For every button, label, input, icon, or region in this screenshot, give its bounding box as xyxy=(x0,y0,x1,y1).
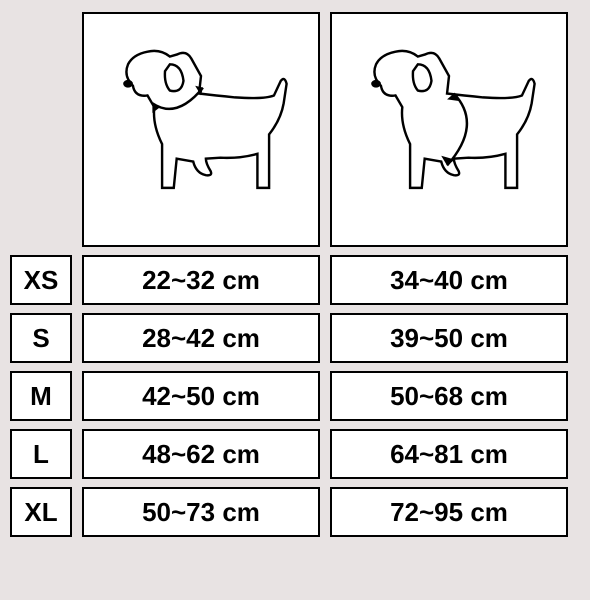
chest-value: 39~50 cm xyxy=(330,313,568,363)
size-label: L xyxy=(10,429,72,479)
table-row: XL 50~73 cm 72~95 cm xyxy=(10,487,580,537)
chest-value: 72~95 cm xyxy=(330,487,568,537)
table-row: M 42~50 cm 50~68 cm xyxy=(10,371,580,421)
chest-diagram-cell xyxy=(330,12,568,247)
dog-chest-icon xyxy=(342,24,556,235)
neck-value: 22~32 cm xyxy=(82,255,320,305)
size-label: XS xyxy=(10,255,72,305)
neck-value: 50~73 cm xyxy=(82,487,320,537)
neck-value: 42~50 cm xyxy=(82,371,320,421)
table-row: S 28~42 cm 39~50 cm xyxy=(10,313,580,363)
table-row: L 48~62 cm 64~81 cm xyxy=(10,429,580,479)
size-label: S xyxy=(10,313,72,363)
chest-value: 64~81 cm xyxy=(330,429,568,479)
chest-value: 50~68 cm xyxy=(330,371,568,421)
size-chart: XS 22~32 cm 34~40 cm S 28~42 cm 39~50 cm… xyxy=(0,0,590,557)
size-label: XL xyxy=(10,487,72,537)
neck-value: 48~62 cm xyxy=(82,429,320,479)
header-spacer xyxy=(10,12,72,247)
neck-diagram-cell xyxy=(82,12,320,247)
chest-value: 34~40 cm xyxy=(330,255,568,305)
dog-neck-icon xyxy=(94,24,308,235)
table-row: XS 22~32 cm 34~40 cm xyxy=(10,255,580,305)
neck-value: 28~42 cm xyxy=(82,313,320,363)
header-row xyxy=(10,12,580,247)
size-label: M xyxy=(10,371,72,421)
